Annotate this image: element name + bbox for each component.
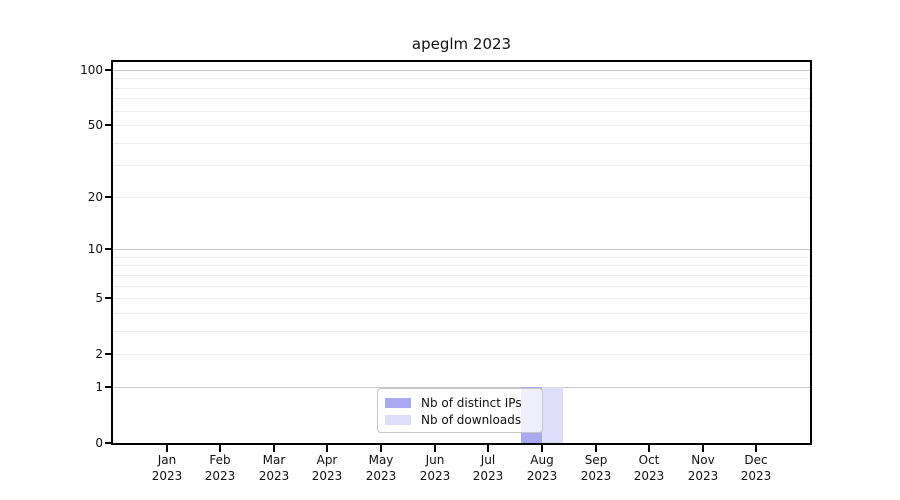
x-tick-mark — [541, 445, 543, 452]
minor-gridline — [113, 286, 810, 287]
major-gridline — [113, 70, 810, 71]
minor-gridline — [113, 354, 810, 355]
minor-gridline — [113, 265, 810, 266]
minor-gridline — [113, 125, 810, 126]
x-tick-mark — [487, 445, 489, 452]
y-tick-label: 50 — [87, 118, 103, 132]
x-tick-label: Mar 2023 — [258, 453, 290, 483]
downloads-swatch — [385, 414, 411, 425]
x-tick-label: Aug 2023 — [526, 453, 558, 483]
x-tick-label: May 2023 — [365, 453, 397, 483]
x-tick-mark — [326, 445, 328, 452]
x-tick-label: Sep 2023 — [580, 453, 612, 483]
x-tick-label: Feb 2023 — [204, 453, 236, 483]
y-tick-label: 5 — [95, 291, 103, 305]
y-tick-mark — [105, 353, 112, 355]
x-tick-label: Jun 2023 — [419, 453, 451, 483]
y-tick-label: 1 — [95, 380, 103, 394]
x-tick-mark — [755, 445, 757, 452]
x-tick-mark — [595, 445, 597, 452]
minor-gridline — [113, 275, 810, 276]
y-tick-mark — [105, 248, 112, 250]
minor-gridline — [113, 143, 810, 144]
minor-gridline — [113, 331, 810, 332]
x-tick-label: Jan 2023 — [151, 453, 183, 483]
major-gridline — [113, 387, 810, 388]
minor-gridline — [113, 165, 810, 166]
y-tick-label: 10 — [87, 242, 103, 256]
minor-gridline — [113, 88, 810, 89]
y-tick-mark — [105, 69, 112, 71]
x-tick-mark — [380, 445, 382, 452]
y-tick-mark — [105, 196, 112, 198]
x-tick-label: Nov 2023 — [687, 453, 719, 483]
y-tick-label: 100 — [80, 63, 103, 77]
y-tick-mark — [105, 442, 112, 444]
minor-gridline — [113, 98, 810, 99]
x-tick-mark — [648, 445, 650, 452]
x-tick-mark — [219, 445, 221, 452]
minor-gridline — [113, 298, 810, 299]
x-tick-mark — [702, 445, 704, 452]
legend: Nb of distinct IPs Nb of downloads — [377, 388, 543, 433]
y-tick-label: 20 — [87, 190, 103, 204]
x-tick-label: Jul 2023 — [472, 453, 504, 483]
y-tick-label: 0 — [95, 436, 103, 450]
chart-title: apeglm 2023 — [411, 35, 512, 53]
legend-label: Nb of downloads — [421, 412, 522, 427]
x-tick-mark — [166, 445, 168, 452]
y-tick-mark — [105, 386, 112, 388]
x-tick-label: Dec 2023 — [740, 453, 772, 483]
distinct-ips-swatch — [385, 397, 411, 408]
y-tick-mark — [105, 124, 112, 126]
minor-gridline — [113, 78, 810, 79]
x-tick-label: Oct 2023 — [633, 453, 665, 483]
legend-item-downloads: Nb of downloads — [385, 412, 534, 427]
bar-downloads — [541, 387, 564, 443]
y-tick-label: 2 — [95, 347, 103, 361]
y-tick-mark — [105, 297, 112, 299]
x-tick-mark — [273, 445, 275, 452]
minor-gridline — [113, 257, 810, 258]
minor-gridline — [113, 111, 810, 112]
legend-label: Nb of distinct IPs — [421, 395, 522, 410]
plot-area — [111, 60, 812, 445]
x-tick-mark — [434, 445, 436, 452]
x-tick-label: Apr 2023 — [311, 453, 343, 483]
minor-gridline — [113, 313, 810, 314]
minor-gridline — [113, 197, 810, 198]
legend-item-distinct-ips: Nb of distinct IPs — [385, 395, 534, 410]
major-gridline — [113, 249, 810, 250]
